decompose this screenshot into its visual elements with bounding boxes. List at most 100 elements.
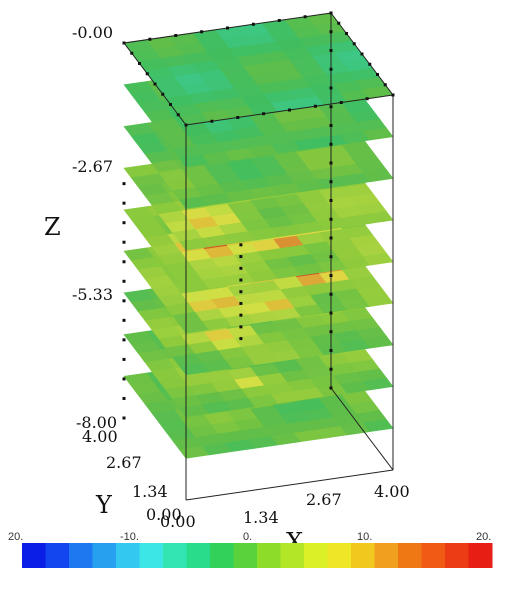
colorbar-swatch: [69, 543, 93, 568]
z-axis-label: Z: [44, 213, 61, 241]
sample-point: [329, 105, 333, 109]
sample-point: [277, 19, 281, 22]
colorbar-swatch: [45, 543, 70, 568]
sample-point: [313, 104, 317, 108]
slice-stack: [123, 12, 394, 459]
sample-point: [122, 279, 126, 283]
sample-point: [122, 240, 126, 244]
colorbar-label: 10.: [357, 531, 372, 543]
bounding-box: [122, 11, 395, 501]
depth-slice: [123, 12, 394, 126]
sample-point: [239, 255, 243, 259]
sample-point: [339, 101, 343, 104]
sample-point: [329, 367, 333, 371]
colorbar: [22, 543, 493, 568]
colorbar-swatch: [233, 543, 258, 568]
sample-point: [169, 103, 172, 106]
sample-point: [138, 62, 141, 65]
sample-point: [329, 217, 333, 221]
sample-point: [145, 72, 149, 76]
colorbar-swatch: [445, 543, 469, 568]
z-tick-label: -2.67: [72, 157, 113, 176]
sample-point: [122, 357, 126, 361]
sample-point: [329, 292, 333, 296]
sample-point: [122, 396, 126, 400]
sample-point: [122, 299, 126, 303]
colorbar-swatch: [210, 543, 234, 568]
colorbar-swatch: [468, 543, 493, 568]
colorbar-label: 20.: [8, 531, 23, 543]
colorbar-label: -10.: [120, 531, 139, 543]
colorbar-swatch: [280, 543, 305, 568]
sample-point: [329, 86, 333, 90]
sample-point: [368, 62, 372, 66]
y-axis-label: Y: [95, 491, 113, 519]
sample-point: [122, 338, 126, 342]
sample-point: [200, 30, 204, 34]
colorbar-swatch: [186, 543, 211, 568]
sample-point: [122, 41, 126, 45]
sample-point: [329, 386, 333, 390]
sample-point: [148, 37, 152, 41]
x-tick-label: 1.34: [243, 508, 279, 527]
sample-point: [251, 22, 255, 26]
sample-point: [176, 113, 180, 117]
sample-point: [122, 201, 126, 205]
sample-point: [239, 278, 243, 282]
sample-point: [329, 349, 333, 352]
colorbar-swatch: [163, 543, 187, 568]
y-tick-label: 2.67: [106, 453, 142, 472]
x-tick-label: 0.00: [160, 512, 196, 531]
sample-point: [365, 97, 369, 101]
sample-point: [288, 108, 291, 112]
sample-point: [122, 221, 126, 225]
sample-point: [122, 416, 126, 420]
colorbar-label: 20.: [476, 531, 491, 543]
sample-point: [122, 182, 126, 186]
x-tick-label: 4.00: [374, 482, 410, 501]
sample-point: [329, 311, 333, 315]
sample-point: [184, 123, 188, 127]
sample-point: [239, 325, 243, 329]
sample-point: [153, 82, 157, 86]
z-tick-label: -5.33: [72, 285, 113, 304]
colorbar-swatch: [116, 543, 140, 568]
sample-point: [210, 119, 214, 123]
colorbar-swatch: [398, 543, 422, 568]
sample-point: [376, 73, 379, 76]
sample-point: [329, 142, 333, 146]
sample-point: [329, 330, 333, 334]
colorbar-swatch: [374, 543, 399, 568]
colorbar-swatch: [139, 543, 164, 568]
sample-point: [337, 21, 341, 25]
sample-point: [329, 274, 333, 277]
colorbar-swatch: [22, 543, 46, 568]
sample-point: [174, 34, 178, 37]
sample-point: [329, 49, 333, 52]
y-tick-label: 1.34: [132, 482, 168, 501]
y-tick-label: 0.00: [146, 505, 182, 524]
sample-point: [239, 337, 243, 341]
sample-point: [383, 83, 387, 87]
sample-point: [329, 255, 333, 259]
sample-point: [303, 15, 307, 19]
z-tick-label: -0.00: [72, 23, 113, 42]
sample-point: [329, 180, 333, 184]
colorbar-swatch: [351, 543, 375, 568]
colorbar-swatch: [92, 543, 117, 568]
sample-point: [329, 124, 333, 127]
colorbar-swatch: [304, 543, 328, 568]
box-edge: [185, 469, 394, 501]
sample-point: [226, 26, 229, 30]
sample-point: [122, 318, 126, 322]
colorbar-swatch: [327, 543, 352, 568]
sample-point: [391, 93, 395, 97]
sample-point: [345, 32, 348, 35]
x-tick-label: 2.67: [306, 490, 342, 509]
sample-point: [329, 199, 333, 202]
sample-point: [329, 67, 333, 71]
sample-point: [236, 116, 240, 119]
sample-point: [239, 301, 243, 305]
colorbar-swatch: [421, 543, 446, 568]
